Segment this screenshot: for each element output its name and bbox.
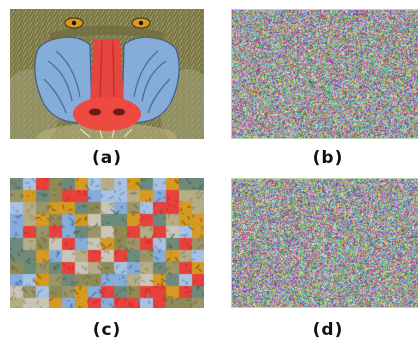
scrambled-blocks-canvas	[10, 178, 204, 308]
caption-a: (a)	[91, 148, 122, 168]
scrambled-blocks-image	[10, 178, 204, 308]
mandrill-face-drawing	[10, 9, 204, 139]
encrypted-noise-image-d	[231, 178, 418, 308]
caption-d: (d)	[312, 320, 344, 340]
encrypted-noise-image-b	[231, 9, 418, 139]
original-mandrill-image	[10, 9, 204, 139]
caption-b: (b)	[312, 148, 344, 168]
noise-canvas-b	[232, 10, 418, 138]
red-nose-ridge	[90, 39, 124, 108]
red-muzzle	[73, 97, 141, 131]
caption-c: (c)	[92, 320, 122, 340]
noise-canvas-d	[232, 179, 418, 307]
